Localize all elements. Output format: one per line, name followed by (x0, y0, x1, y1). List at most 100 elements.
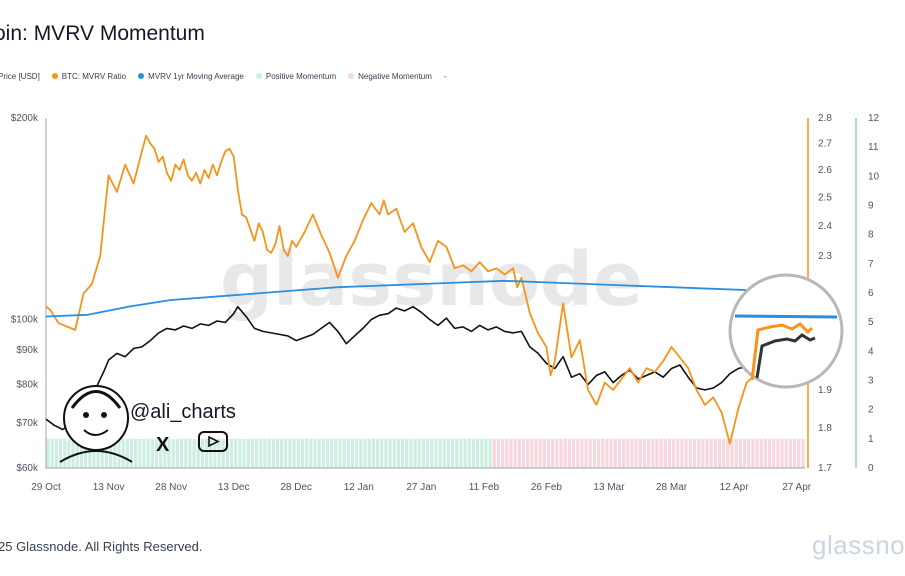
y-right-tick-label: 0 (868, 463, 874, 474)
momentum-bar (67, 438, 71, 468)
legend-dot-blue-icon (138, 73, 145, 79)
momentum-bar (730, 438, 734, 468)
momentum-bar (726, 438, 730, 468)
legend-item-dash[interactable]: - (444, 72, 447, 81)
author-handle: @ali_charts (130, 401, 236, 423)
momentum-bar (346, 438, 350, 468)
y-right-tick-label: 3 (868, 376, 874, 387)
momentum-bar (134, 438, 138, 468)
momentum-bar (413, 438, 417, 468)
y-mid-tick-label: 2.7 (818, 139, 832, 150)
author-avatar (59, 385, 133, 463)
momentum-bar (384, 438, 388, 468)
legend-label-dash: - (443, 71, 447, 81)
momentum-bar (676, 438, 680, 468)
momentum-bar (592, 438, 596, 468)
momentum-bar (150, 438, 154, 468)
momentum-bar (313, 438, 317, 468)
momentum-bar (117, 438, 121, 468)
momentum-bar (242, 438, 246, 468)
momentum-bar (792, 438, 797, 468)
momentum-bar (463, 438, 467, 468)
momentum-bar (409, 438, 413, 468)
momentum-bar (296, 438, 300, 468)
momentum-bar (634, 438, 638, 468)
legend-dot-green-icon (255, 73, 262, 79)
momentum-bar (388, 438, 392, 468)
legend-label-price: Price [USD] (0, 71, 40, 81)
momentum-bar (400, 438, 405, 468)
legend-item-mvrv-ratio[interactable]: BTC: MVRV Ratio (51, 72, 126, 81)
youtube-icon[interactable] (198, 431, 228, 452)
momentum-bar (692, 438, 697, 468)
x-tick-label: 12 Jan (344, 482, 374, 493)
momentum-bar (71, 438, 75, 468)
momentum-bar (701, 438, 705, 468)
momentum-bar (434, 438, 438, 468)
legend-label-negative: Negative Momentum (358, 71, 432, 81)
momentum-bar (363, 438, 367, 468)
legend-item-mvrv-ma[interactable]: MVRV 1yr Moving Average (138, 72, 244, 81)
momentum-bar (742, 438, 747, 468)
momentum-bar (371, 438, 375, 468)
momentum-bar (221, 438, 225, 468)
momentum-bar (179, 438, 184, 468)
momentum-bar (776, 438, 780, 468)
momentum-bar (259, 438, 263, 468)
momentum-bar (659, 438, 663, 468)
x-logo-icon[interactable]: X (156, 434, 170, 456)
magnifier-price-line (755, 333, 816, 379)
y-left-tick-label: $70k (16, 418, 39, 429)
momentum-bar (501, 438, 505, 468)
series-line-2 (45, 279, 797, 318)
x-tick-label: 29 Oct (31, 482, 61, 493)
momentum-bar (567, 438, 571, 468)
momentum-bar (596, 438, 601, 468)
momentum-bar (250, 438, 255, 468)
momentum-bar (734, 438, 738, 468)
momentum-bar (455, 438, 459, 468)
momentum-bar (538, 438, 542, 468)
momentum-bar (142, 438, 146, 468)
momentum-bar (467, 438, 471, 468)
momentum-bar (697, 438, 701, 468)
momentum-bar (175, 438, 179, 468)
momentum-bar (763, 438, 767, 468)
momentum-bar (530, 438, 534, 468)
momentum-bar (125, 438, 129, 468)
momentum-bar (421, 438, 425, 468)
momentum-bar (542, 438, 546, 468)
momentum-bar (305, 438, 309, 468)
y-right-tick-label: 2 (868, 405, 874, 416)
momentum-bar (171, 438, 175, 468)
momentum-bar (555, 438, 559, 468)
momentum-bar (375, 438, 380, 468)
legend-item-positive[interactable]: Positive Momentum (255, 72, 336, 81)
avatar-eye-right (101, 412, 107, 418)
momentum-bar (605, 438, 609, 468)
momentum-bands (46, 438, 805, 468)
momentum-bar (204, 438, 209, 468)
momentum-bar (138, 438, 142, 468)
legend-item-negative[interactable]: Negative Momentum (348, 72, 432, 81)
y-mid-tick-label: 1.7 (818, 463, 832, 474)
x-tick-label: 26 Feb (531, 482, 563, 493)
momentum-bar (213, 438, 217, 468)
momentum-bar (238, 438, 242, 468)
legend-item-price[interactable]: Price [USD] (0, 72, 40, 81)
momentum-bar (317, 438, 321, 468)
y-right-tick-label: 1 (868, 434, 874, 445)
momentum-bar (309, 438, 313, 468)
momentum-bar (488, 438, 492, 468)
y-mid-tick-label: 2.5 (818, 192, 832, 203)
momentum-bar (484, 438, 488, 468)
momentum-bar (338, 438, 342, 468)
x-tick-label: 27 Apr (782, 482, 812, 493)
legend-dot-orange-icon (51, 73, 58, 79)
y-right-tick-label: 12 (868, 113, 880, 124)
momentum-bar (88, 438, 92, 468)
magnifier-ratio-line (750, 322, 814, 381)
momentum-bar (526, 438, 530, 468)
momentum-bar (188, 438, 192, 468)
momentum-bar (647, 438, 651, 468)
